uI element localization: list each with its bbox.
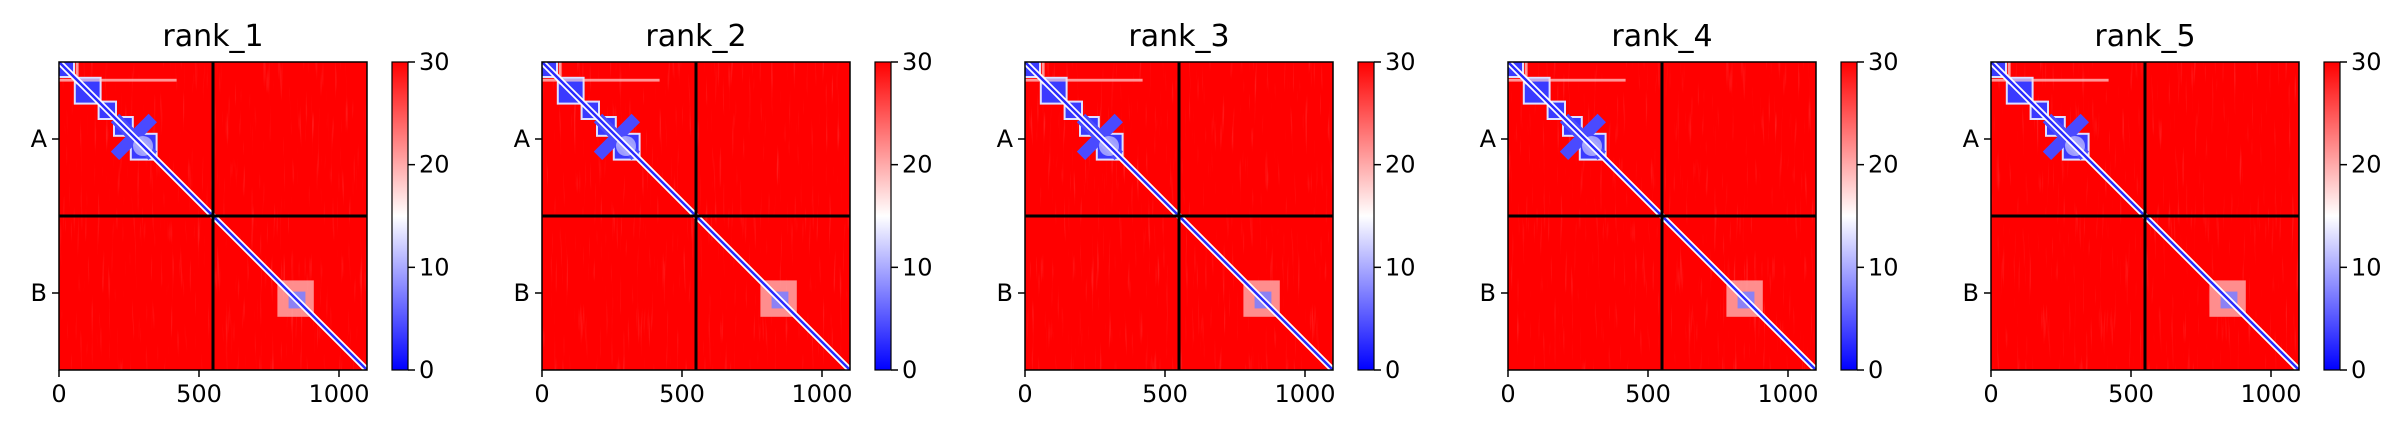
colorbar-tick-label: 20 — [419, 151, 450, 179]
y-tick-label: A — [514, 125, 531, 153]
panel-rank_2: rank_2 0 500 1000 A B 0 10 20 30 — [514, 19, 933, 408]
panel-title: rank_4 — [1611, 19, 1712, 54]
y-tick-label: A — [997, 125, 1014, 153]
pale-band — [1025, 78, 1143, 82]
x-tick-label: 500 — [659, 380, 705, 408]
x-tick-label: 500 — [1142, 380, 1188, 408]
x-tick-label: 0 — [1017, 380, 1032, 408]
y-tick-label: B — [997, 279, 1013, 307]
pale-band — [1991, 78, 2109, 82]
colorbar-tick-label: 10 — [419, 253, 450, 281]
colorbar — [391, 61, 409, 371]
panel-rank_3: rank_3 0 500 1000 A B 0 10 20 30 — [997, 19, 1416, 408]
x-tick-label: 500 — [176, 380, 222, 408]
colorbar-tick-label: 20 — [2351, 151, 2382, 179]
heatmap-frame — [1990, 61, 2300, 371]
x-tick-label: 500 — [2108, 380, 2154, 408]
colorbar-tick-label: 30 — [902, 48, 933, 76]
y-tick-label: A — [1480, 125, 1497, 153]
panel-rank_4: rank_4 0 500 1000 A B 0 10 20 30 — [1480, 19, 1899, 408]
colorbar-tick-label: 30 — [1868, 48, 1899, 76]
panel-rank_1: rank_1 0 500 1000 A B 0 10 20 30 — [31, 19, 450, 408]
colorbar-tick-label: 20 — [1868, 151, 1899, 179]
heatmap-frame — [541, 61, 851, 371]
colorbar-tick-label: 0 — [419, 356, 434, 384]
pale-band — [59, 78, 177, 82]
x-tick-label: 0 — [1500, 380, 1515, 408]
colorbar — [1840, 61, 1858, 371]
heatmap-frame — [1024, 61, 1334, 371]
pale-band — [1508, 78, 1626, 82]
colorbar-tick-label: 10 — [1868, 253, 1899, 281]
pale-band — [1041, 62, 1045, 85]
colorbar-tick-label: 20 — [902, 151, 933, 179]
x-tick-label: 0 — [1983, 380, 1998, 408]
colorbar-tick-label: 0 — [1385, 356, 1400, 384]
x-tick-label: 1000 — [1274, 380, 1335, 408]
y-tick-label: B — [514, 279, 530, 307]
colorbar — [874, 61, 892, 371]
panel-title: rank_3 — [1128, 19, 1229, 54]
colorbar-tick-label: 20 — [1385, 151, 1416, 179]
heatmap-frame — [58, 61, 368, 371]
y-tick-label: B — [1963, 279, 1979, 307]
y-tick-label: B — [31, 279, 47, 307]
x-tick-label: 0 — [51, 380, 66, 408]
heatmap-frame — [1507, 61, 1817, 371]
colorbar-tick-label: 0 — [902, 356, 917, 384]
x-tick-label: 500 — [1625, 380, 1671, 408]
x-tick-label: 1000 — [308, 380, 369, 408]
x-tick-label: 1000 — [1757, 380, 1818, 408]
pale-band — [2007, 62, 2011, 85]
y-tick-label: A — [1963, 125, 1980, 153]
panel-rank_5: rank_5 0 500 1000 A B 0 10 20 30 — [1963, 19, 2382, 408]
colorbar-tick-label: 10 — [1385, 253, 1416, 281]
panel-title: rank_1 — [162, 19, 263, 54]
panel-title: rank_2 — [645, 19, 746, 54]
panel-title: rank_5 — [2094, 19, 2195, 54]
colorbar-tick-label: 30 — [419, 48, 450, 76]
colorbar-tick-label: 10 — [2351, 253, 2382, 281]
y-tick-label: A — [31, 125, 48, 153]
x-tick-label: 1000 — [791, 380, 852, 408]
colorbar-tick-label: 10 — [902, 253, 933, 281]
colorbar — [2323, 61, 2341, 371]
colorbar-tick-label: 0 — [1868, 356, 1883, 384]
pale-band — [542, 78, 660, 82]
pale-band — [558, 62, 562, 85]
pale-band — [1524, 62, 1528, 85]
x-tick-label: 0 — [534, 380, 549, 408]
colorbar-tick-label: 0 — [2351, 356, 2366, 384]
y-tick-label: B — [1480, 279, 1496, 307]
colorbar — [1357, 61, 1375, 371]
colorbar-tick-label: 30 — [2351, 48, 2382, 76]
colorbar-tick-label: 30 — [1385, 48, 1416, 76]
pale-band — [75, 62, 79, 85]
x-tick-label: 1000 — [2240, 380, 2301, 408]
